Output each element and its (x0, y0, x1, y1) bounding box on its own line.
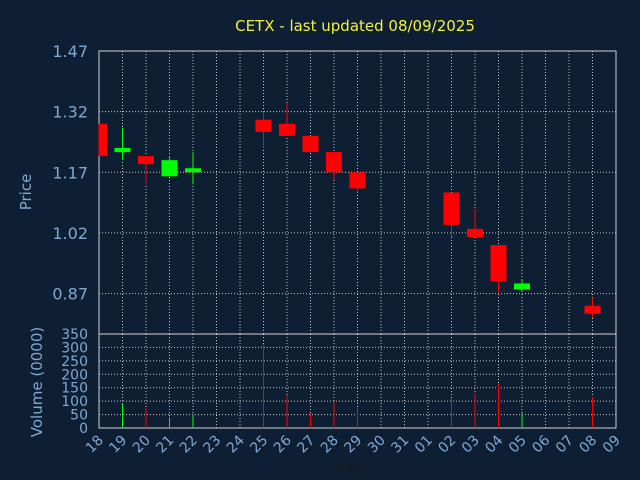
volume-tick-label: 350 (61, 327, 88, 343)
candle (514, 279, 530, 292)
candle-body (185, 168, 201, 173)
candle (467, 208, 483, 237)
candle (279, 103, 295, 136)
candle (584, 297, 601, 318)
candle-body (349, 172, 366, 189)
candle-body (302, 135, 319, 153)
candle (161, 156, 178, 177)
volume-axis-label: Volume (0000) (28, 327, 46, 437)
candle (255, 111, 272, 149)
volume-tick-label: 50 (70, 408, 88, 424)
candle (490, 245, 507, 294)
price-tick-label: 1.17 (52, 163, 88, 182)
candle (98, 123, 107, 157)
price-tick-label: 1.02 (52, 224, 88, 243)
chart-title: CETX - last updated 08/09/2025 (235, 17, 475, 35)
candle (114, 127, 131, 161)
candle-body (326, 152, 342, 173)
candle-body (161, 160, 178, 177)
price-panel: 1.47 1.32 1.17 1.02 0.87 (52, 42, 617, 335)
price-axis-ticks: 1.47 1.32 1.17 1.02 0.87 (52, 42, 88, 304)
candle-body (279, 123, 295, 136)
price-axis-label: Price (17, 174, 35, 211)
volume-tick-label: 300 (61, 340, 88, 356)
candle-body (99, 123, 107, 157)
volume-tick-label: 250 (61, 354, 88, 370)
candle (443, 192, 460, 237)
price-tick-label: 1.47 (52, 42, 88, 61)
candles (98, 103, 601, 318)
candle-body (255, 119, 272, 132)
candle-body (467, 228, 483, 237)
candle (326, 152, 342, 181)
volume-tick-label: 150 (61, 381, 88, 397)
volume-tick-label: 0 (79, 421, 88, 437)
price-tick-label: 0.87 (52, 285, 88, 304)
candle-body (114, 148, 131, 153)
volume-tick-label: 100 (61, 394, 88, 410)
candle (138, 156, 154, 185)
candle-body (584, 305, 601, 314)
volume-tick-label: 200 (61, 367, 88, 383)
candle (349, 172, 366, 193)
candle (185, 152, 201, 185)
candle-body (138, 156, 154, 165)
day-axis-label: Day (334, 460, 362, 476)
candle-body (443, 192, 460, 225)
candle (302, 135, 319, 153)
candle-body (514, 283, 530, 290)
volume-bars (122, 344, 593, 428)
candle-body (490, 245, 507, 282)
day-axis-ticks: 18 19 20 21 22 23 24 25 26 27 28 29 30 31 01 02 03 04 05 06… (83, 432, 624, 456)
price-tick-label: 1.32 (52, 103, 88, 122)
